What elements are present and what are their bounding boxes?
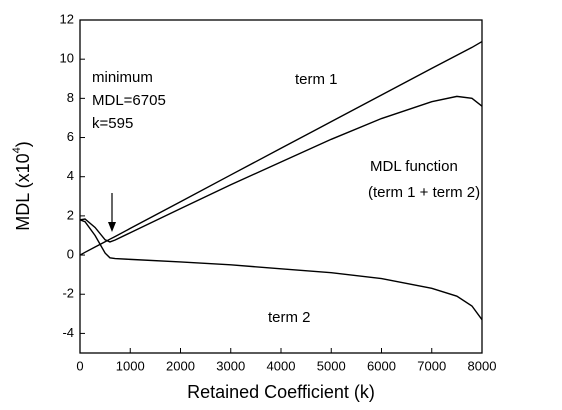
- y-tick-label: 12: [60, 11, 74, 26]
- y-tick-label: 6: [67, 129, 74, 144]
- y-tick-label: 2: [67, 207, 74, 222]
- x-tick-label: 3000: [216, 358, 245, 373]
- y-tick-label: 4: [67, 168, 74, 183]
- arrow-head: [108, 222, 116, 232]
- series-line: [79, 219, 483, 321]
- y-axis-title: MDL (x104): [11, 141, 33, 230]
- annotation: (term 1 + term 2): [368, 184, 480, 201]
- annotation: k=595: [92, 115, 133, 132]
- x-tick-label: 5000: [317, 358, 346, 373]
- x-tick-label: 2000: [166, 358, 195, 373]
- annotation: term 2: [268, 309, 311, 326]
- annotation: MDL function: [370, 158, 458, 175]
- y-axis-title-part: ): [13, 141, 33, 147]
- x-tick-label: 4000: [267, 358, 296, 373]
- annotation: minimum: [92, 69, 153, 86]
- x-tick-label: 7000: [417, 358, 446, 373]
- series-line: [79, 95, 483, 243]
- x-tick-label: 1000: [116, 358, 145, 373]
- x-tick-label: 0: [76, 358, 83, 373]
- y-tick-label: 10: [60, 51, 74, 66]
- y-tick-label: -4: [62, 325, 74, 340]
- y-axis-title-part: MDL (x10: [13, 153, 33, 230]
- y-tick-label: 0: [67, 246, 74, 261]
- x-axis-title: Retained Coefficient (k): [187, 382, 375, 402]
- x-tick-label: 6000: [367, 358, 396, 373]
- x-tick-label: 8000: [468, 358, 497, 373]
- y-axis-title-sup: 4: [11, 147, 23, 153]
- annotation: term 1: [295, 71, 338, 88]
- y-tick-label: -2: [62, 286, 74, 301]
- annotation: MDL=6705: [92, 92, 166, 109]
- y-tick-label: 8: [67, 90, 74, 105]
